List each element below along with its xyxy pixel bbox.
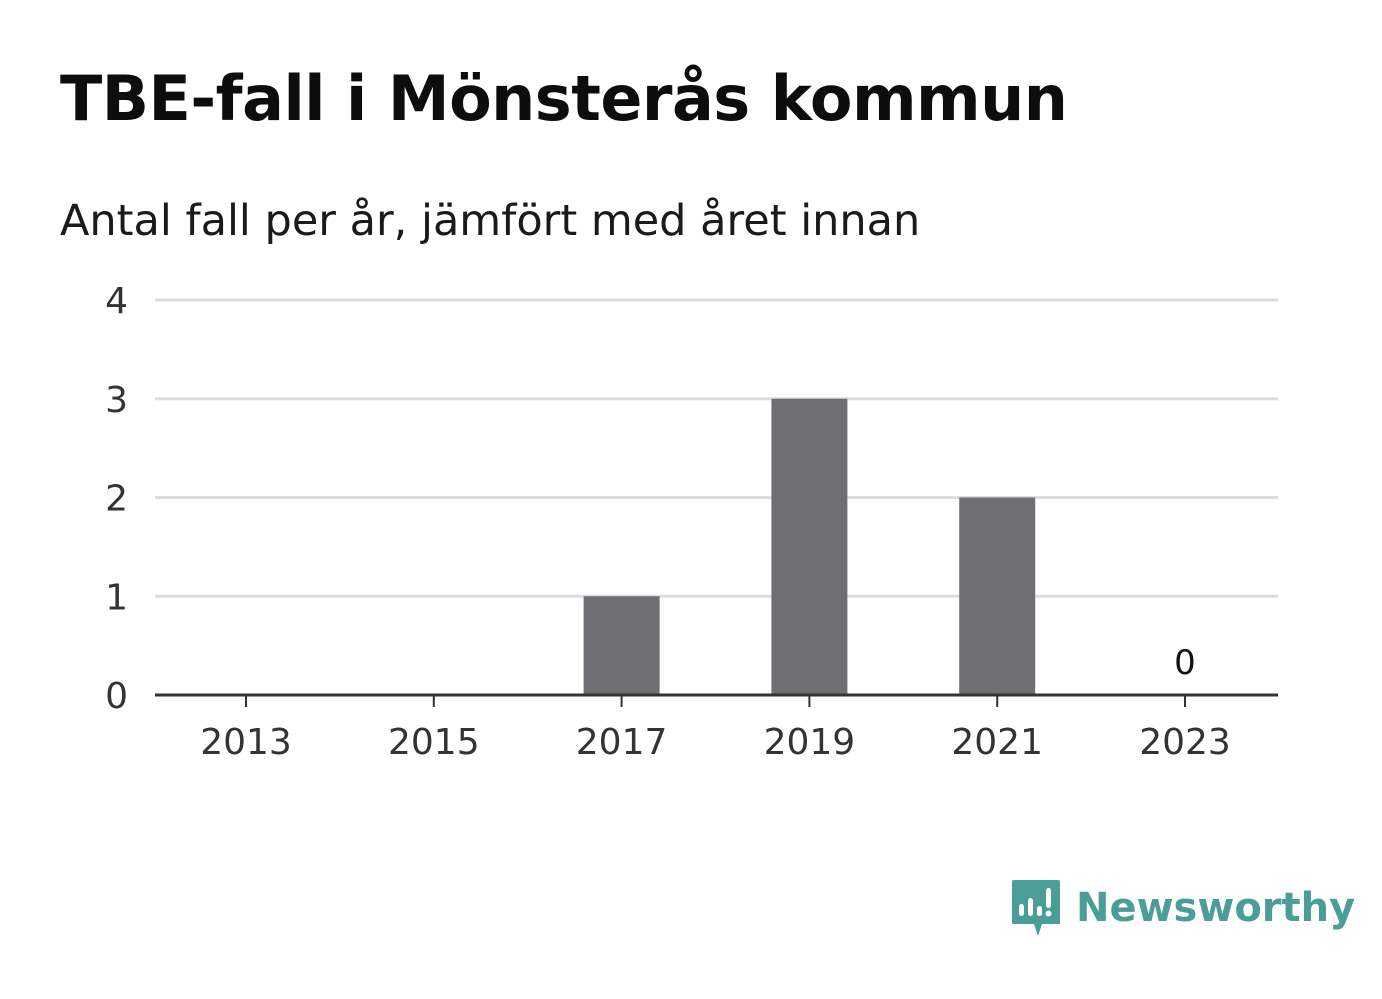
bar: [583, 596, 660, 695]
x-tick-label: 2017: [576, 722, 668, 763]
data-label: 0: [1174, 643, 1196, 683]
chart-subtitle: Antal fall per år, jämfört med året inna…: [60, 196, 921, 246]
y-tick-label: 3: [105, 380, 128, 421]
y-tick-label: 2: [105, 479, 128, 520]
chart-title: TBE-fall i Mönsterås kommun: [60, 62, 1068, 135]
brand-name: Newsworthy: [1076, 885, 1356, 931]
x-tick-label: 2021: [951, 722, 1043, 763]
y-tick-label: 0: [105, 676, 128, 717]
x-tick-label: 2015: [388, 722, 480, 763]
y-tick-label: 4: [105, 281, 128, 322]
y-tick-label: 1: [105, 577, 128, 618]
x-tick-label: 2013: [200, 722, 292, 763]
x-tick-label: 2023: [1139, 722, 1231, 763]
bar: [771, 398, 848, 695]
bar: [959, 497, 1036, 695]
newsworthy-brand: Newsworthy: [1010, 878, 1355, 938]
x-tick-label: 2019: [764, 722, 856, 763]
newsworthy-logo-icon: [1012, 880, 1060, 936]
